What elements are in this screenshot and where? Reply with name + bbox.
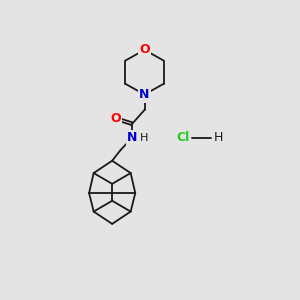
Text: H: H — [214, 131, 223, 144]
Text: N: N — [139, 88, 150, 101]
Text: Cl: Cl — [177, 131, 190, 144]
Text: N: N — [127, 131, 137, 144]
Text: O: O — [110, 112, 121, 125]
Text: O: O — [139, 44, 150, 56]
Text: H: H — [140, 134, 148, 143]
